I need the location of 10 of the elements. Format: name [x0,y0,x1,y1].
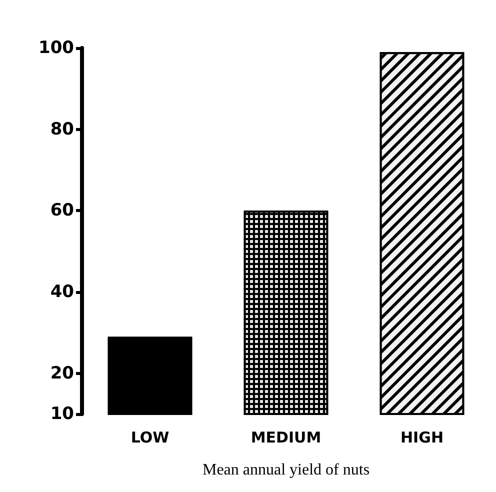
x-tick-label: MEDIUM [250,428,322,446]
y-tick-label: 20 [50,363,74,384]
x-tick-label: LOW [130,428,170,446]
y-tick-label: 60 [50,200,74,221]
y-tick-label: 40 [50,282,74,302]
x-tick-label: HIGH [400,428,444,446]
y-tick-label: 10 [50,404,74,424]
y-tick-label: 100 [38,38,74,58]
x-axis-title: Mean annual yield of nuts [202,462,370,478]
y-tick-label: 80 [50,119,74,140]
